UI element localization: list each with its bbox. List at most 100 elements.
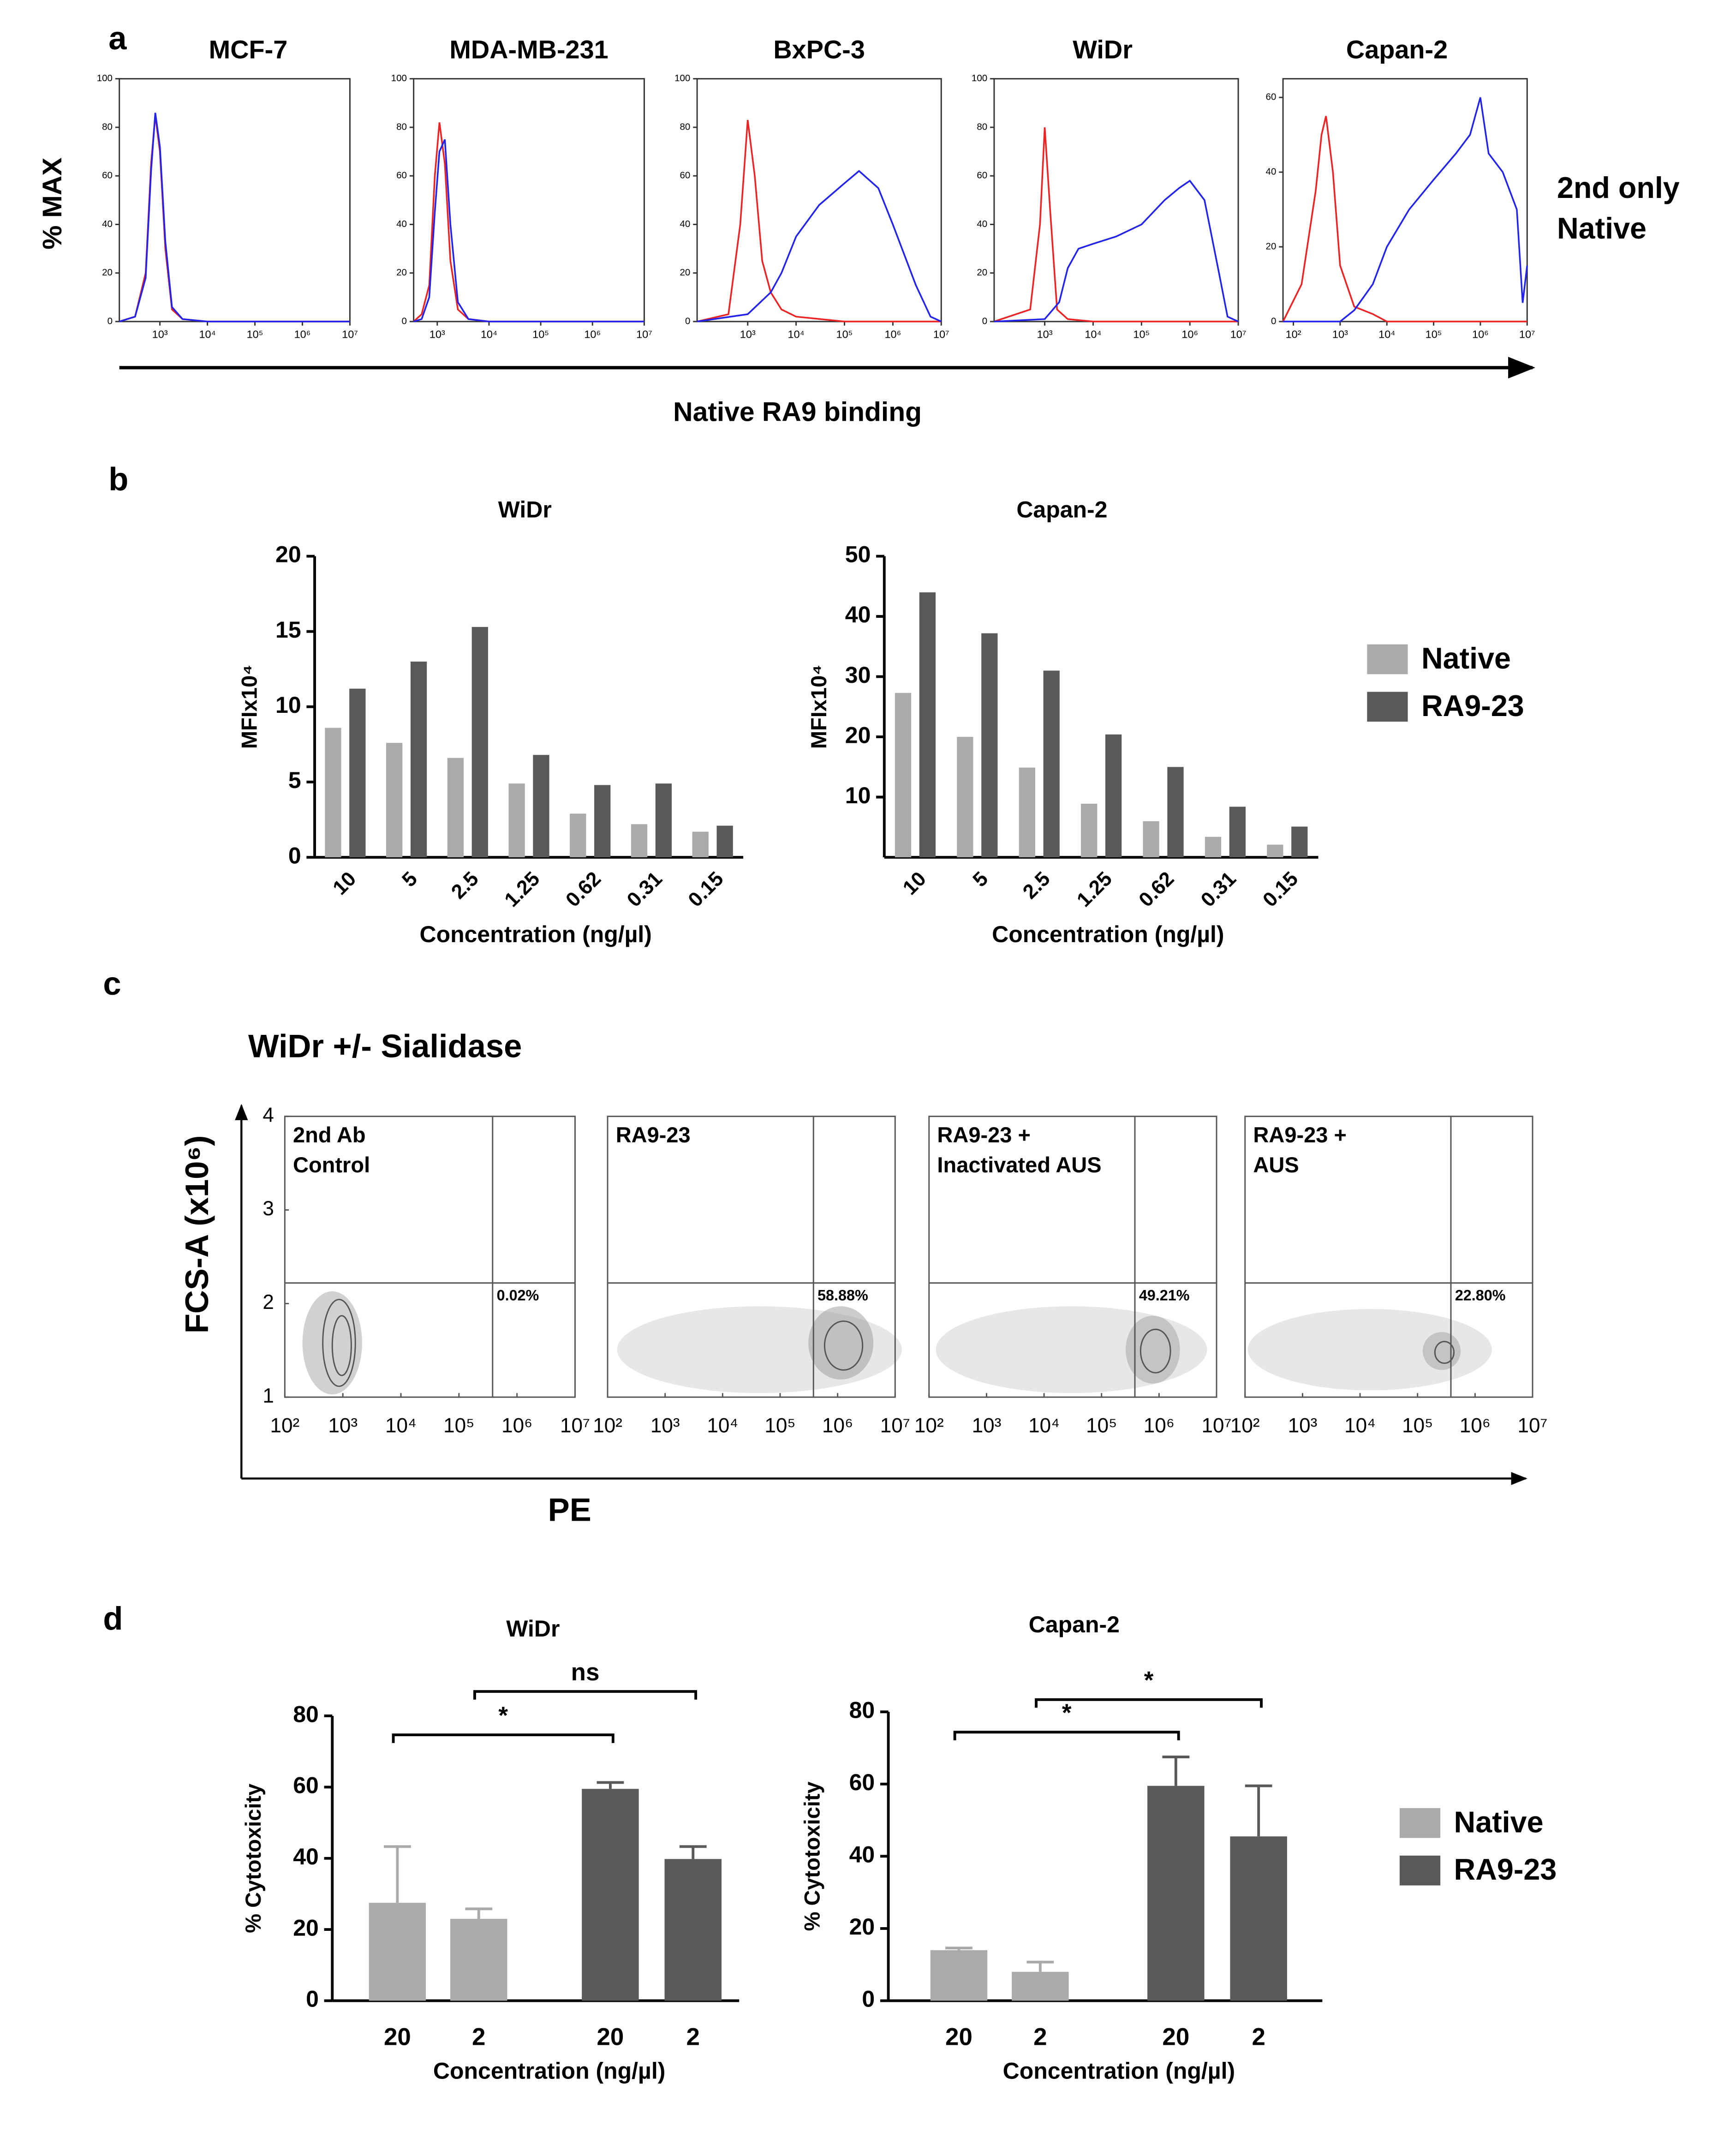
x-tick-label: 10⁷ xyxy=(1519,328,1535,340)
bar xyxy=(1105,734,1122,858)
quadrant-label: 58.88% xyxy=(817,1287,868,1304)
significance-label: * xyxy=(498,1702,508,1729)
legend-label: Native xyxy=(1557,211,1647,245)
x-tick-label: 10⁴ xyxy=(1085,328,1101,340)
y-tick-label: 20 xyxy=(680,267,691,278)
x-tick-label: 10³ xyxy=(328,1415,358,1437)
bar xyxy=(1147,1786,1205,2001)
y-tick-label: 40 xyxy=(977,219,987,229)
significance-bracket xyxy=(392,1733,614,1743)
legend-label: RA9-23 xyxy=(1421,689,1524,723)
x-tick-label: 10⁵ xyxy=(247,328,263,340)
bar xyxy=(471,627,488,858)
bar xyxy=(1229,806,1246,858)
bar xyxy=(655,783,672,858)
chart-title: Capan-2 xyxy=(1029,1612,1120,1637)
legend-swatch xyxy=(1367,644,1408,675)
legend-swatch xyxy=(1399,1855,1441,1886)
x-tick-label: 10³ xyxy=(430,328,445,340)
y-tick-label: 0 xyxy=(982,316,987,326)
bar xyxy=(1143,821,1159,858)
x-tick-label: 10² xyxy=(1230,1415,1260,1437)
y-tick-label: 60 xyxy=(680,170,691,181)
x-tick-label: 10³ xyxy=(1037,328,1053,340)
y-tick-label: 60 xyxy=(849,1769,875,1795)
y-tick-label: 0 xyxy=(306,1986,319,2012)
panel-label: 2nd Ab xyxy=(293,1123,366,1147)
bar xyxy=(919,592,936,858)
x-tick-label: 20 xyxy=(945,2024,972,2051)
y-tick-label: 0 xyxy=(862,1986,875,2012)
bar xyxy=(1019,767,1035,858)
bar xyxy=(369,1903,426,2001)
legend-label: RA9-23 xyxy=(1454,1852,1557,1886)
plot-frame xyxy=(607,1116,896,1398)
chart-title: Capan-2 xyxy=(1346,35,1448,64)
x-tick-label: 10⁵ xyxy=(443,1415,474,1437)
y-tick-label: 20 xyxy=(102,267,113,278)
panel-label: d xyxy=(103,1600,123,1636)
y-tick-label: 20 xyxy=(845,722,871,748)
x-axis-label: Concentration (ng/µl) xyxy=(433,2058,665,2084)
histogram-line xyxy=(1283,97,1528,322)
chart-title: MDA-MB-231 xyxy=(449,35,608,64)
histogram-line xyxy=(994,179,1239,322)
bar xyxy=(1081,803,1098,858)
legend-label: Native xyxy=(1454,1805,1544,1839)
y-tick-label: 60 xyxy=(102,170,113,181)
bar xyxy=(981,633,998,858)
x-tick-label: 10⁶ xyxy=(584,328,601,340)
plot-frame xyxy=(119,78,351,322)
y-tick-label: 20 xyxy=(849,1914,875,1940)
quadrant-label: 49.21% xyxy=(1139,1287,1190,1304)
x-tick-label: 10⁴ xyxy=(1344,1415,1376,1437)
x-tick-label: 0.62 xyxy=(561,867,605,911)
bar xyxy=(1205,836,1222,858)
x-tick-label: 10⁷ xyxy=(933,328,949,340)
x-tick-label: 10 xyxy=(328,867,360,899)
quadrant-box xyxy=(494,1285,546,1306)
significance-label: ns xyxy=(571,1659,600,1686)
y-tick-label: 40 xyxy=(102,219,113,229)
x-tick-label: 10³ xyxy=(1288,1415,1318,1437)
y-tick-label: 60 xyxy=(293,1773,319,1798)
x-tick-label: 10⁷ xyxy=(880,1415,910,1437)
y-tick-label: 1 xyxy=(262,1385,274,1407)
x-tick-label: 1.25 xyxy=(500,867,544,911)
x-tick-label: 10⁶ xyxy=(1472,328,1489,340)
y-tick-label: 10 xyxy=(845,782,871,808)
x-tick-label: 10² xyxy=(270,1415,300,1437)
x-tick-label: 0.15 xyxy=(684,867,728,911)
x-tick-label: 10⁵ xyxy=(1402,1415,1433,1437)
bar xyxy=(325,728,341,858)
x-tick-label: 10⁶ xyxy=(1460,1415,1491,1437)
bar xyxy=(957,737,973,858)
x-tick-label: 1.25 xyxy=(1073,867,1116,911)
x-tick-label: 10⁵ xyxy=(764,1415,795,1437)
x-tick-label: 10³ xyxy=(650,1415,680,1437)
x-tick-label: 5 xyxy=(968,867,992,891)
quadrant-box xyxy=(815,1285,866,1306)
bar xyxy=(1167,767,1184,858)
bar xyxy=(1043,670,1060,858)
bar xyxy=(664,1859,722,2001)
x-tick-label: 10⁷ xyxy=(1230,328,1247,340)
x-tick-label: 10⁷ xyxy=(1202,1415,1232,1437)
quadrant-box xyxy=(1452,1285,1504,1306)
bar xyxy=(450,1918,507,2001)
y-tick-label: 0 xyxy=(1271,316,1276,326)
x-tick-label: 10⁴ xyxy=(481,328,497,340)
y-tick-label: 10 xyxy=(275,692,301,718)
bar xyxy=(533,755,549,858)
plot-frame xyxy=(1282,78,1528,322)
y-tick-label: 3 xyxy=(262,1197,274,1220)
x-tick-label: 10³ xyxy=(152,328,168,340)
x-tick-label: 5 xyxy=(398,867,422,891)
plot-frame xyxy=(928,1116,1217,1398)
x-tick-label: 10² xyxy=(1286,328,1301,340)
y-tick-label: 60 xyxy=(396,170,407,181)
panel-label: RA9-23 xyxy=(616,1123,691,1147)
legend-label: Native xyxy=(1421,641,1511,675)
panel-label: AUS xyxy=(1253,1153,1299,1177)
